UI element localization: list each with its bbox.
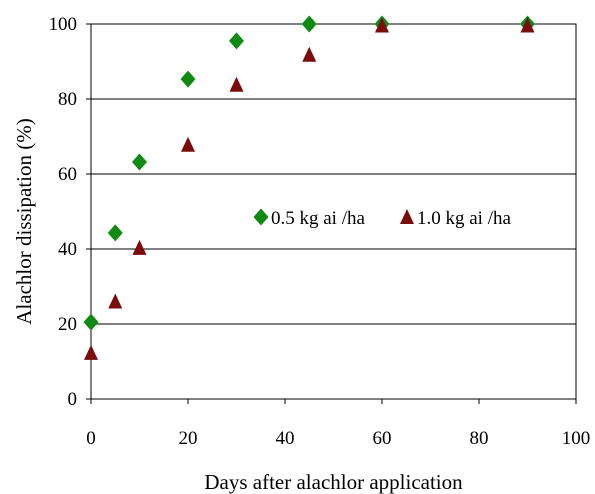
data-point-diamond: [132, 153, 147, 171]
data-point-diamond: [180, 70, 196, 88]
y-tick-label: 100: [49, 14, 78, 35]
gridlines: [91, 23, 576, 325]
x-tick-label: 0: [86, 428, 96, 449]
y-tick-label: 0: [68, 389, 78, 410]
data-point-triangle: [108, 293, 123, 309]
data-points: [83, 15, 535, 360]
y-tick-label: 60: [58, 164, 77, 185]
y-axis-title: Alachlor dissipation (%): [12, 118, 36, 324]
data-point-diamond: [107, 224, 123, 242]
data-point-triangle: [229, 76, 244, 92]
y-tick-label: 40: [58, 239, 77, 260]
legend-marker: [253, 208, 269, 226]
x-tick-label: 40: [276, 428, 295, 449]
legend-marker: [400, 209, 414, 224]
legend: 0.5 kg ai /ha 1.0 kg ai /ha: [253, 208, 511, 229]
data-point-triangle: [84, 344, 98, 360]
y-tick-label: 20: [58, 314, 77, 335]
y-axis: 0 20 40 60 80 100: [49, 14, 91, 410]
data-point-triangle: [302, 46, 317, 62]
legend-label: 0.5 kg ai /ha: [271, 208, 365, 229]
data-point-triangle: [520, 17, 535, 33]
x-tick-label: 100: [562, 428, 591, 449]
x-axis-title: Days after alachlor application: [204, 470, 463, 494]
y-tick-label: 80: [58, 89, 77, 110]
data-point-triangle: [132, 239, 147, 255]
x-tick-label: 80: [470, 428, 489, 449]
data-point-diamond: [83, 313, 99, 331]
data-point-diamond: [229, 32, 244, 50]
data-point-triangle: [181, 136, 195, 152]
x-tick-label: 60: [373, 428, 392, 449]
plot-area: [90, 23, 577, 400]
data-point-triangle: [375, 17, 389, 33]
x-tick-label: 20: [179, 428, 198, 449]
data-point-diamond: [301, 15, 317, 33]
legend-label: 1.0 kg ai /ha: [417, 208, 511, 229]
x-axis: 0 20 40 60 80 100: [86, 399, 590, 449]
